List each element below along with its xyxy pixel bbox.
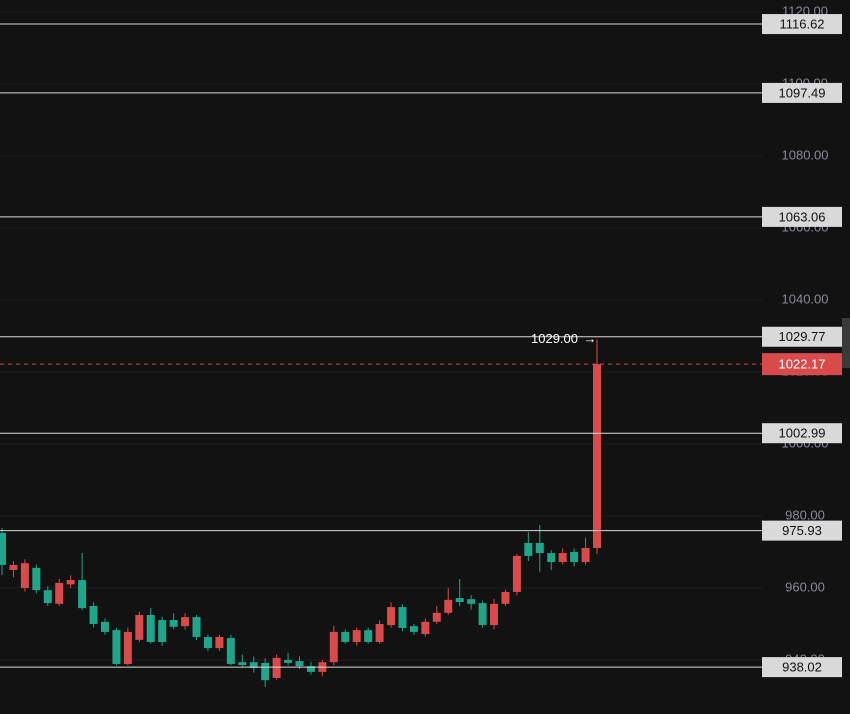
candle-body bbox=[387, 607, 396, 626]
candle-body bbox=[158, 620, 167, 642]
candle-body bbox=[364, 630, 373, 642]
candle-body bbox=[421, 621, 430, 635]
candle-body bbox=[593, 364, 601, 549]
price-line-label-box bbox=[762, 14, 842, 35]
price-line-label: 1116.62 bbox=[779, 16, 824, 31]
candle-body bbox=[581, 548, 590, 563]
candle-body bbox=[0, 532, 6, 565]
candle-body bbox=[203, 636, 212, 649]
price-line-label-box bbox=[762, 206, 842, 227]
candle-body bbox=[535, 542, 544, 554]
candle-body bbox=[329, 631, 338, 663]
candle-body bbox=[112, 630, 121, 664]
candle-body bbox=[432, 612, 441, 622]
candle-body bbox=[261, 662, 270, 681]
high-annotation-arrow: → bbox=[584, 331, 597, 346]
candle-body bbox=[123, 631, 132, 664]
y-tick-label: 1080.00 bbox=[782, 147, 829, 162]
scroll-handle[interactable] bbox=[842, 318, 850, 368]
candle-body bbox=[272, 657, 281, 678]
candle-body bbox=[215, 636, 224, 649]
candle-body bbox=[570, 551, 579, 563]
price-line-label-box bbox=[762, 657, 842, 678]
price-line-label: 1097.49 bbox=[779, 85, 826, 100]
candle-body bbox=[249, 662, 258, 668]
candle-body bbox=[341, 631, 350, 642]
candle-body bbox=[20, 563, 29, 588]
candle-body bbox=[9, 564, 18, 570]
candle-body bbox=[89, 605, 98, 624]
price-line-label-box bbox=[762, 82, 842, 103]
candle-body bbox=[558, 553, 567, 563]
candle-body bbox=[78, 580, 87, 609]
candle-body bbox=[43, 590, 52, 604]
candle-body bbox=[512, 555, 521, 592]
candle-body bbox=[467, 599, 476, 604]
price-line-label-box bbox=[762, 520, 842, 541]
candle-body bbox=[55, 582, 64, 604]
price-line-label: 975.93 bbox=[782, 523, 822, 538]
candle-body bbox=[284, 659, 293, 663]
candle-body bbox=[375, 623, 384, 642]
candle-body bbox=[32, 567, 41, 591]
candle-body bbox=[135, 614, 144, 640]
candle-body bbox=[524, 542, 533, 556]
candle-body bbox=[398, 607, 407, 628]
candle-body bbox=[478, 603, 487, 626]
candle-body bbox=[444, 599, 453, 613]
candle-body bbox=[455, 598, 464, 603]
candle-body bbox=[409, 626, 418, 632]
candle-body bbox=[66, 580, 75, 585]
candle-body bbox=[192, 617, 201, 637]
candle-body bbox=[501, 591, 510, 604]
price-line-label: 938.02 bbox=[782, 660, 822, 675]
candle-body bbox=[306, 666, 315, 672]
candle-body bbox=[490, 603, 499, 626]
last-price-label: 1022.17 bbox=[779, 357, 826, 372]
price-line-label: 1063.06 bbox=[779, 209, 826, 224]
candle-body bbox=[547, 553, 556, 563]
candle-body bbox=[100, 621, 109, 632]
high-annotation: 1029.00 bbox=[531, 331, 578, 346]
candle-body bbox=[295, 661, 304, 667]
candle-body bbox=[238, 662, 247, 666]
candle-body bbox=[352, 630, 361, 642]
candle-body bbox=[146, 614, 155, 642]
y-tick-label: 980.00 bbox=[785, 507, 825, 522]
y-tick-label: 960.00 bbox=[785, 579, 825, 594]
price-line-label: 1029.77 bbox=[779, 329, 826, 344]
price-line-label: 1002.99 bbox=[779, 426, 826, 441]
price-line-label-box bbox=[762, 423, 842, 444]
candle-body bbox=[226, 638, 235, 664]
candle-body bbox=[169, 620, 178, 627]
price-line-label-box bbox=[762, 326, 842, 347]
last-price-label-box bbox=[762, 353, 842, 376]
y-tick-label: 1040.00 bbox=[782, 291, 829, 306]
candle-body bbox=[181, 617, 190, 627]
